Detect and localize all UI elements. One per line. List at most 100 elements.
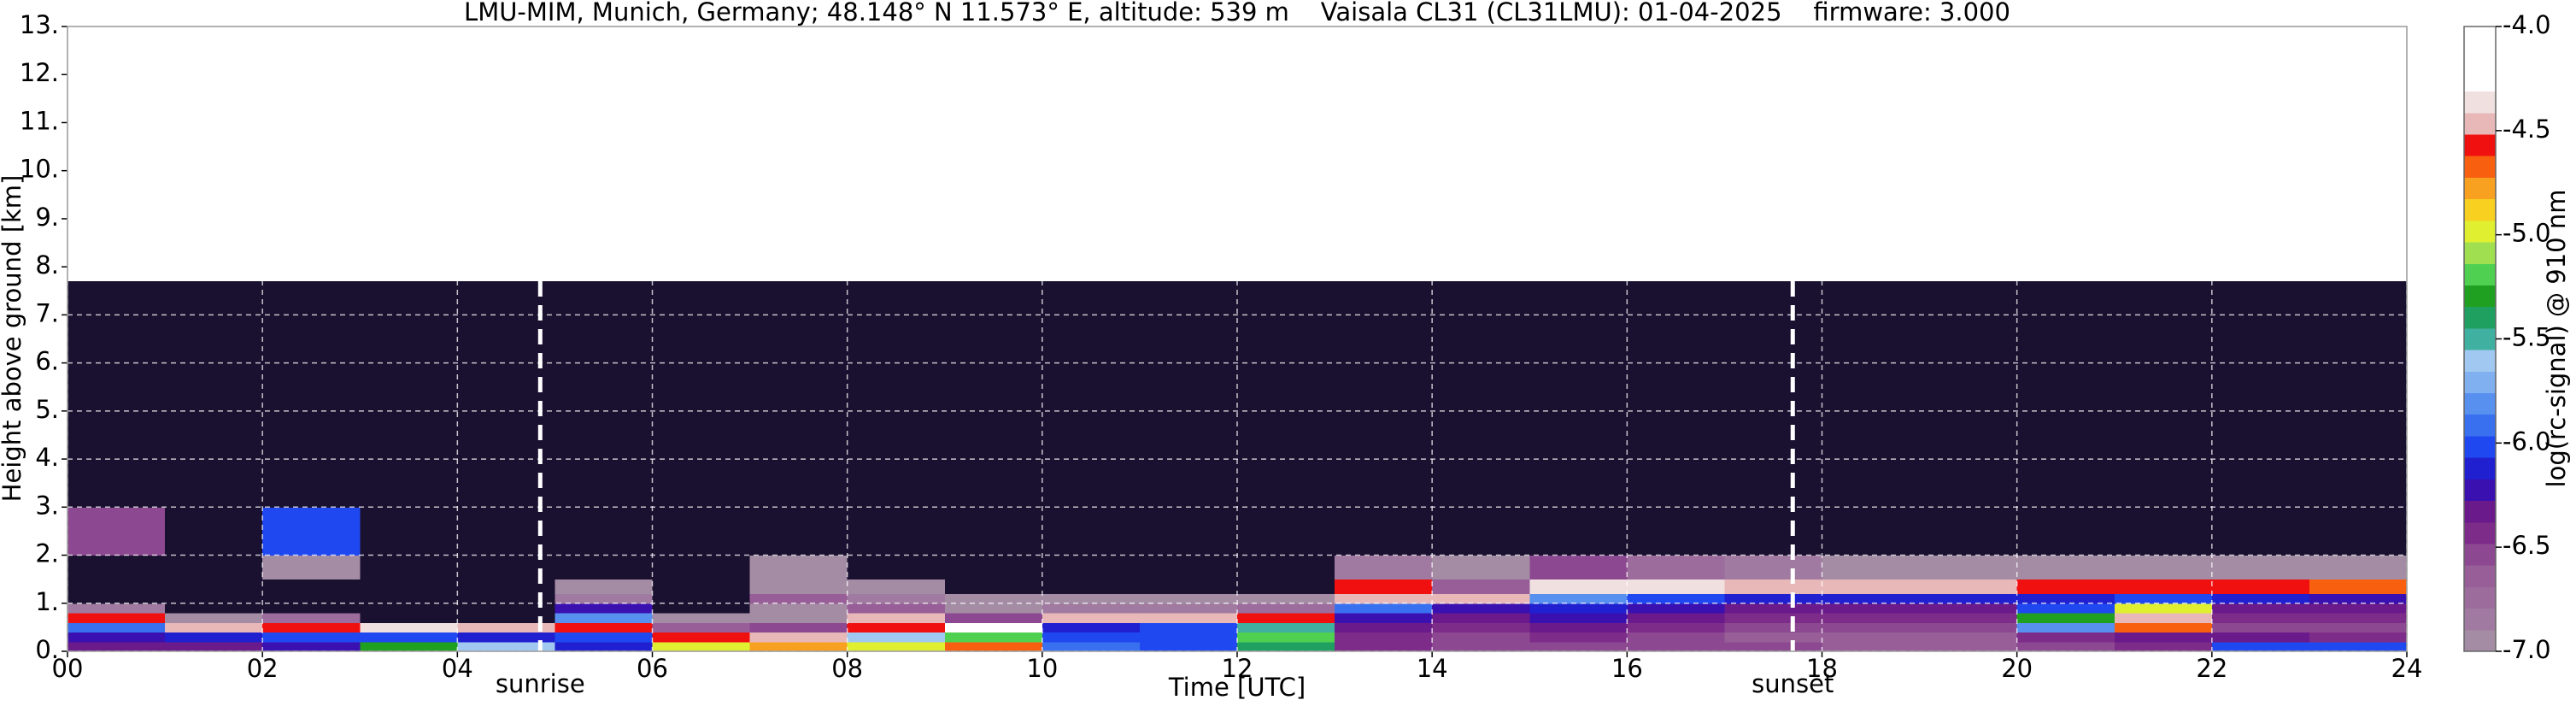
heatmap-cell (1724, 579, 1822, 595)
heatmap-cell (1529, 579, 1628, 595)
heatmap-cell (2211, 579, 2310, 595)
heatmap-cell (1432, 593, 1530, 604)
heatmap-cell (847, 555, 946, 580)
heatmap-cell (1335, 281, 1433, 412)
heatmap-cell (1237, 579, 1335, 595)
heatmap-cell (262, 641, 361, 652)
heatmap-cell (2114, 613, 2213, 623)
colorbar-swatch (2464, 91, 2496, 114)
heatmap-cell (1139, 507, 1238, 556)
y-tick-label: 9. (35, 203, 59, 232)
heatmap-cell (555, 555, 653, 580)
heatmap-cell (1724, 622, 1822, 633)
heatmap-cell (1042, 593, 1141, 604)
heatmap-cell (1139, 555, 1238, 580)
heatmap-cell (1139, 579, 1238, 595)
heatmap-cell (1724, 555, 1822, 580)
heatmap-cell (2309, 613, 2408, 623)
heatmap-cell (457, 632, 555, 643)
heatmap-cell (1237, 555, 1335, 580)
heatmap-cell (1529, 593, 1628, 604)
y-tick-label: 8. (35, 250, 59, 279)
colorbar-swatch (2464, 177, 2496, 200)
heatmap-cell (360, 507, 458, 556)
heatmap-cell (652, 593, 751, 604)
heatmap-cell (652, 579, 751, 595)
colorbar-tick-label: -6.0 (2503, 427, 2551, 456)
heatmap-cell (67, 632, 166, 643)
heatmap-cell (749, 593, 848, 604)
heatmap-cell (2309, 641, 2408, 652)
heatmap-cell (652, 641, 751, 652)
heatmap-cell (165, 632, 263, 643)
heatmap-cell (67, 613, 166, 623)
heatmap-cell (944, 507, 1043, 556)
x-tick-label: 00 (52, 654, 84, 683)
colorbar-swatch (2464, 327, 2496, 350)
heatmap-cell (944, 579, 1043, 595)
y-tick-label: 3. (35, 491, 59, 520)
heatmap-cell (652, 281, 751, 412)
colorbar-swatch (2464, 263, 2496, 285)
heatmap-cell (165, 622, 263, 633)
heatmap-cell (2211, 603, 2310, 614)
heatmap-cell (1627, 579, 1725, 595)
heatmap-cell (165, 593, 263, 604)
x-tick-label: 14 (1417, 654, 1448, 683)
heatmap-cell (1627, 613, 1725, 623)
heatmap-cell (555, 603, 653, 614)
colorbar-swatch (2464, 156, 2496, 178)
heatmap-cell (2016, 579, 2115, 595)
colorbar-tick-label: -4.5 (2503, 115, 2551, 144)
heatmap-cell (1139, 641, 1238, 652)
heatmap-cell (1724, 593, 1822, 604)
heatmap-cell (1627, 281, 1725, 412)
heatmap-cell (1919, 593, 2018, 604)
colorbar-tick-label: -5.0 (2503, 219, 2551, 248)
colorbar-swatch (2464, 26, 2496, 49)
heatmap-cell (1335, 632, 1433, 643)
heatmap-cell (1335, 579, 1433, 595)
heatmap-cell (1042, 622, 1141, 633)
heatmap-cell (1042, 579, 1141, 595)
heatmap-cell (2309, 622, 2408, 633)
colorbar-swatch (2464, 306, 2496, 329)
heatmap-cell (944, 641, 1043, 652)
y-tick-label: 4. (35, 443, 59, 472)
heatmap-cell (1919, 555, 2018, 580)
colorbar-swatch (2464, 198, 2496, 221)
y-tick-label: 12. (20, 58, 59, 87)
heatmap-cell (1822, 632, 1921, 643)
heatmap-cell (1919, 281, 2018, 412)
heatmap-cell (2211, 507, 2310, 556)
heatmap-cell (1724, 641, 1822, 652)
heatmap-cell (1139, 603, 1238, 614)
heatmap-cell (262, 593, 361, 604)
heatmap-cell (2016, 281, 2115, 412)
heatmap-cell (1919, 603, 2018, 614)
heatmap-cell (360, 579, 458, 595)
heatmap-cell (1237, 593, 1335, 604)
heatmap-cell (847, 622, 946, 633)
x-tick-label: 02 (247, 654, 279, 683)
heatmap-cell (1042, 555, 1141, 580)
heatmap-cell (749, 579, 848, 595)
heatmap-cell (262, 632, 361, 643)
heatmap-cell (1822, 593, 1921, 604)
heatmap-cell (749, 555, 848, 580)
heatmap-cell (2114, 579, 2213, 595)
heatmap-cell (1432, 613, 1530, 623)
x-tick-label: 24 (2391, 654, 2423, 683)
heatmap-cell (2309, 507, 2408, 556)
y-tick-label: 11. (20, 106, 59, 135)
heatmap-cell (944, 555, 1043, 580)
heatmap-cell (1237, 507, 1335, 556)
heatmap-cell (1042, 281, 1141, 412)
heatmap-cell (262, 613, 361, 623)
colorbar-swatch (2464, 134, 2496, 156)
heatmap-cell (1529, 613, 1628, 623)
colorbar-swatch (2464, 543, 2496, 566)
heatmap-cell (2114, 632, 2213, 643)
heatmap-cell (1822, 613, 1921, 623)
